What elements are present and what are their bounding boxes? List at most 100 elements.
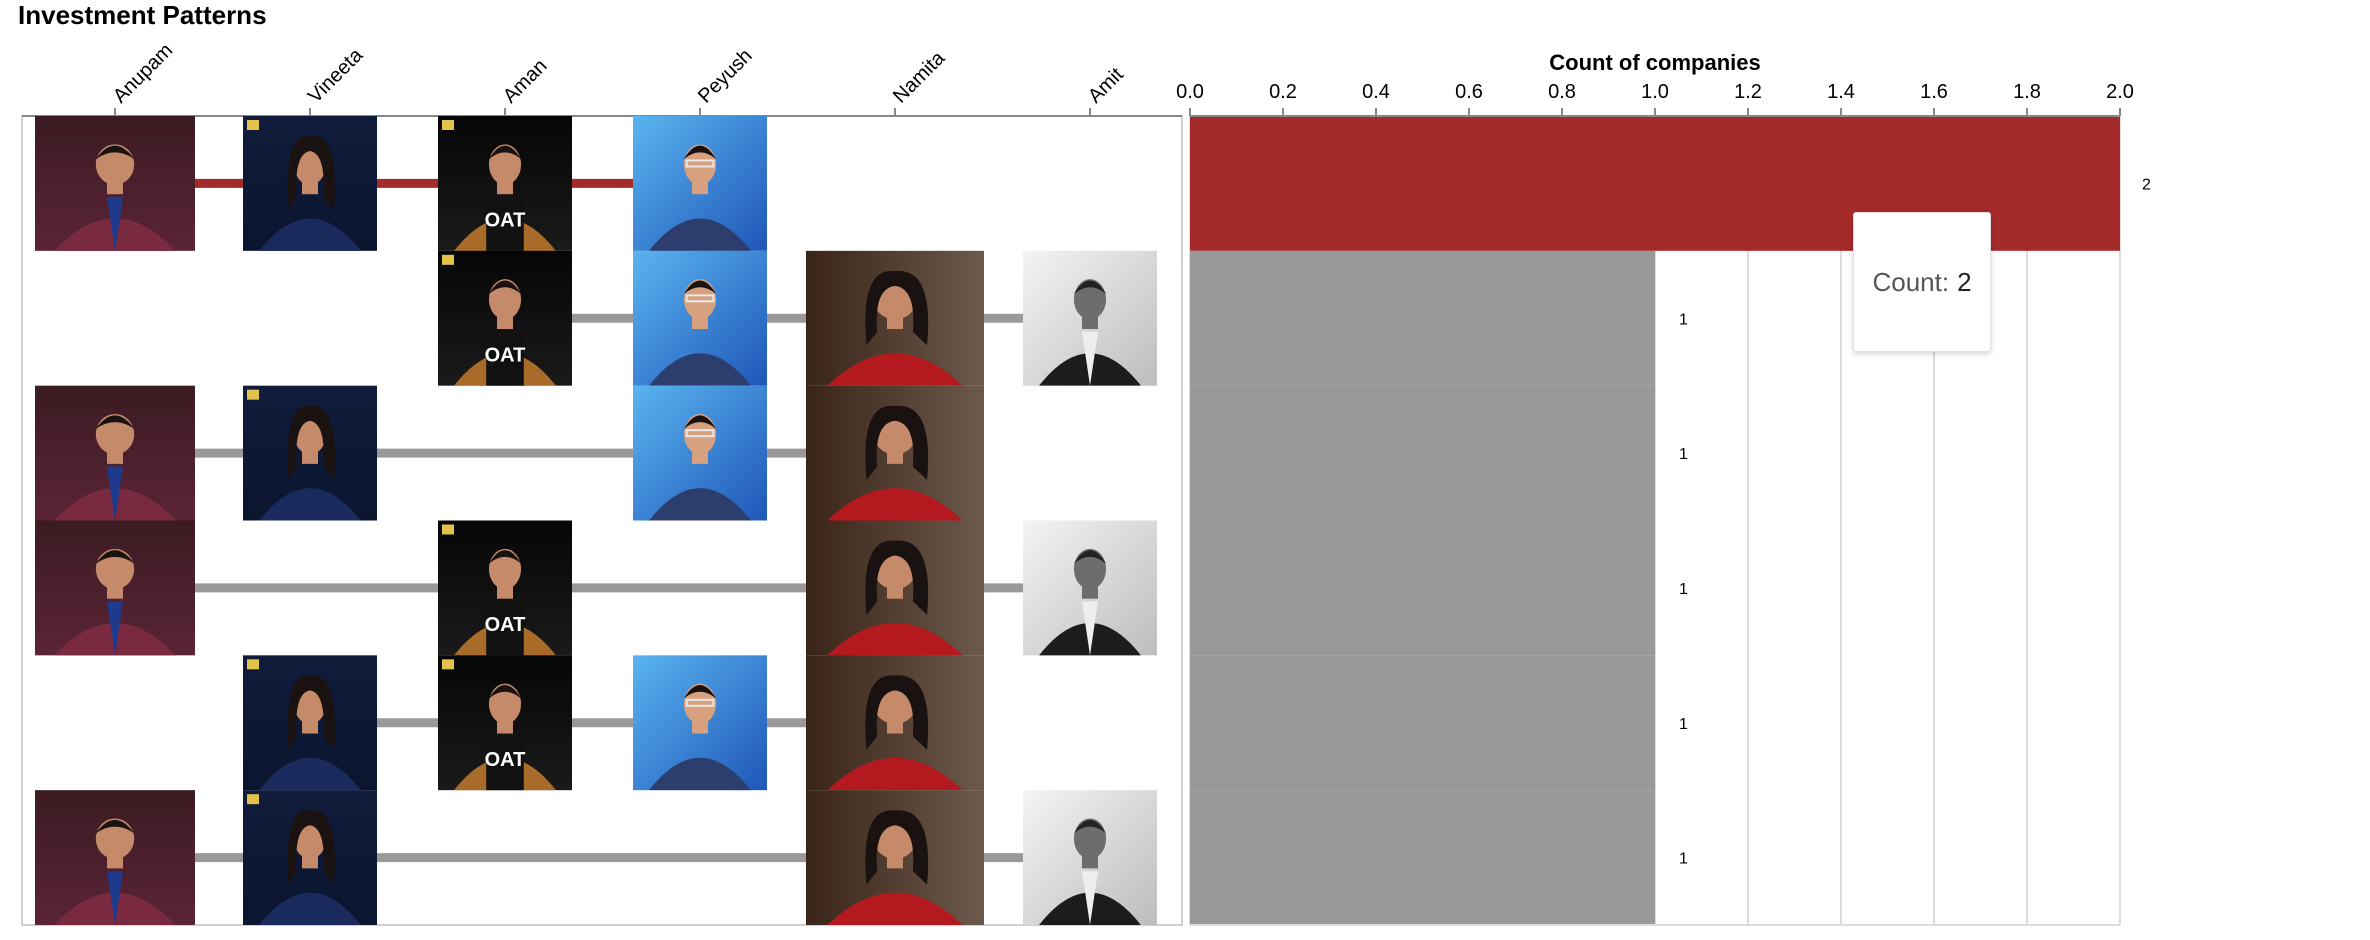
bar [1190, 250, 1655, 386]
investor-photo-amit [1023, 520, 1157, 656]
photo-shirt [486, 604, 524, 656]
photo-badge [247, 389, 259, 400]
matrix-row [35, 790, 1157, 925]
investor-photo-namita [806, 385, 984, 521]
photo-head [1073, 279, 1107, 320]
photo-body [649, 757, 751, 791]
photo-head [488, 144, 522, 185]
investor-photo-vineeta [243, 116, 377, 251]
photo-badge [442, 120, 454, 130]
photo-glasses [685, 698, 715, 707]
column-label-anupam: Anupam [109, 39, 177, 107]
bar [1190, 520, 1655, 656]
photo-hair [1073, 280, 1107, 294]
column-label-peyush: Peyush [694, 45, 757, 108]
matrix-row: OAT [438, 250, 1157, 386]
investor-photo-aman: OAT [438, 250, 572, 386]
tick-label: 0.4 [1362, 81, 1390, 103]
photo-hair [865, 540, 929, 615]
investor-photo-aman: OAT [438, 116, 572, 251]
photo-glasses [685, 159, 715, 168]
photo-shirt-logo: OAT [485, 210, 526, 232]
photo-tie [107, 601, 123, 656]
tick-label: 2.0 [2106, 81, 2134, 103]
bar [1190, 385, 1655, 521]
photo-body [259, 892, 361, 925]
tick-label: 1.8 [2013, 81, 2041, 103]
bar [1190, 790, 1655, 925]
investor-photo-anupam [35, 116, 195, 251]
photo-glasses [685, 294, 715, 303]
photo-tie [107, 466, 123, 521]
tooltip: Count: 2 [1853, 212, 1991, 352]
investor-photo-aman: OAT [438, 655, 572, 791]
chart-title: Investment Patterns [18, 0, 267, 30]
investor-photo-namita [806, 250, 984, 386]
photo-hair [1073, 550, 1107, 564]
investor-photo-amit [1023, 790, 1157, 925]
photo-badge [442, 524, 454, 535]
photo-badge [247, 120, 259, 130]
column-label-vineeta: Vineeta [304, 44, 368, 108]
photo-hair [683, 145, 717, 160]
photo-body [649, 218, 751, 251]
photo-head [488, 683, 522, 725]
investor-photo-vineeta [243, 385, 377, 521]
tick-label: 0.6 [1455, 81, 1483, 103]
investor-photo-vineeta [243, 790, 377, 925]
investor-photo-aman: OAT [438, 520, 572, 656]
photo-head [95, 144, 135, 185]
photo-glasses [685, 429, 715, 438]
photo-hair [488, 550, 522, 564]
tick-label: 0.0 [1176, 81, 1204, 103]
photo-body [649, 488, 751, 521]
photo-badge [442, 659, 454, 670]
investor-photo-peyush [633, 655, 767, 791]
bar-data-label: 1 [1679, 311, 1688, 328]
photo-shirt-logo: OAT [485, 749, 526, 771]
photo-body [827, 757, 963, 791]
bar-data-label: 1 [1679, 581, 1688, 598]
photo-body [259, 218, 361, 251]
matrix-row: OAT [35, 520, 1157, 656]
column-label-namita: Namita [889, 47, 950, 108]
photo-hair [95, 415, 135, 429]
photo-shirt [486, 334, 524, 386]
photo-head [683, 279, 717, 320]
photo-hair [683, 415, 717, 429]
tooltip-value: 2 [1957, 266, 1972, 297]
photo-hair [488, 145, 522, 160]
matrix-frame [21, 115, 1183, 926]
investor-photo-peyush [633, 116, 767, 251]
investor-photo-peyush [633, 250, 767, 386]
photo-tie [107, 196, 123, 251]
photo-body [827, 488, 963, 521]
photo-shirt-logo: OAT [485, 344, 526, 366]
investor-photo-amit [1023, 250, 1157, 386]
photo-head [95, 548, 135, 590]
photo-head [1073, 818, 1107, 859]
photo-body [827, 892, 963, 925]
photo-shirt-logo: OAT [485, 614, 526, 636]
bar [1190, 655, 1655, 791]
photo-hair [95, 819, 135, 834]
tick-label: 0.8 [1548, 81, 1576, 103]
tooltip-label: Count: [1872, 266, 1950, 297]
photo-head [683, 144, 717, 185]
photo-hair [287, 405, 335, 481]
tick-label: 1.6 [1920, 81, 1948, 103]
photo-hair [1073, 819, 1107, 834]
bar-data-label: 1 [1679, 851, 1688, 868]
photo-hair [95, 145, 135, 160]
photo-hair [865, 405, 929, 481]
photo-shirt [486, 738, 524, 791]
photo-hair [488, 684, 522, 699]
photo-body [259, 488, 361, 521]
photo-badge [247, 794, 259, 805]
photo-hair [95, 550, 135, 564]
photo-tie [1082, 871, 1098, 925]
photo-head [1073, 548, 1107, 590]
x-axis-title: Count of companies [1549, 50, 1760, 75]
investor-photo-anupam [35, 520, 195, 656]
